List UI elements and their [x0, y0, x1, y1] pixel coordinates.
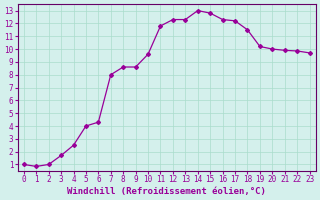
X-axis label: Windchill (Refroidissement éolien,°C): Windchill (Refroidissement éolien,°C)	[67, 187, 266, 196]
